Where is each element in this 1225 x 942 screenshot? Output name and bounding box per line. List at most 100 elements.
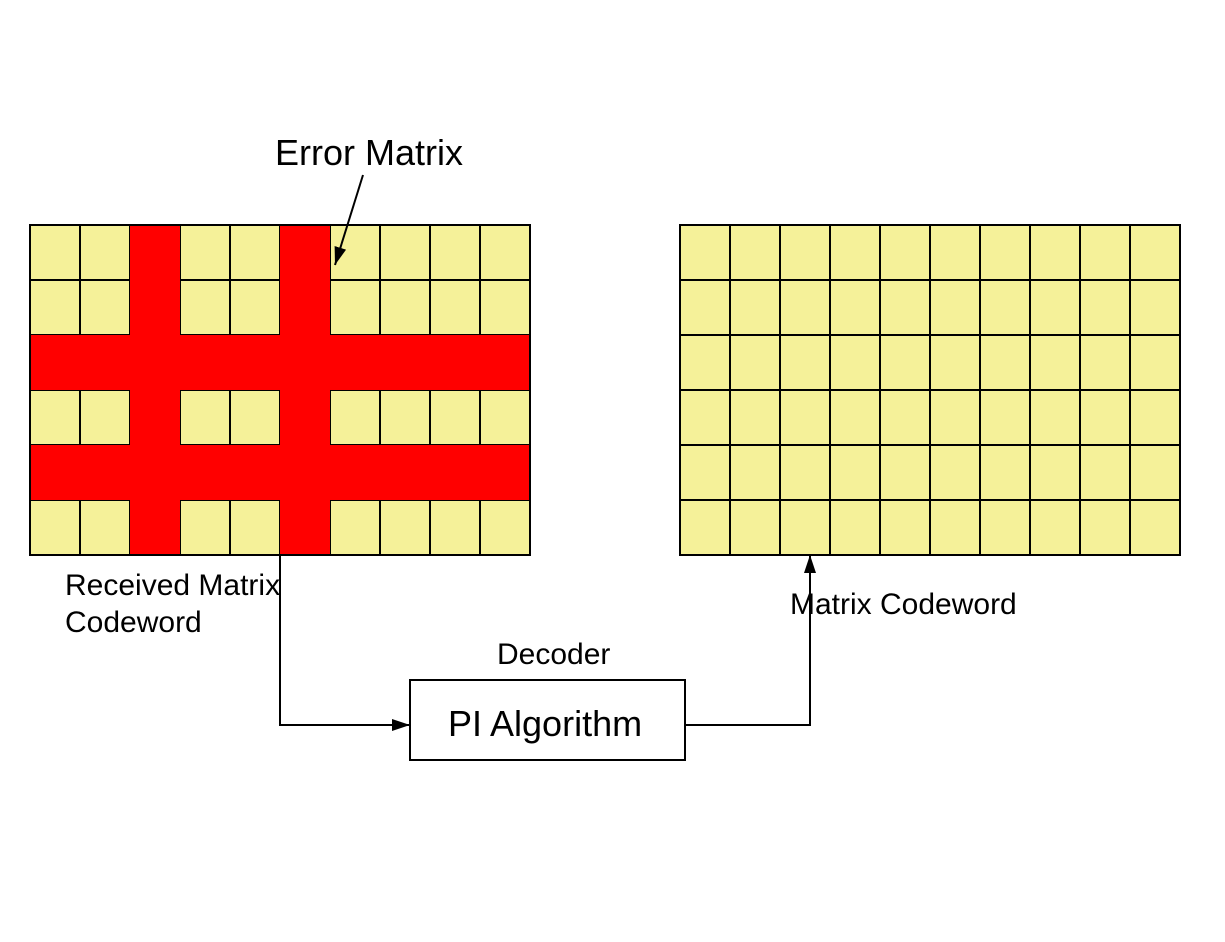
- grid-cell: [980, 225, 1030, 280]
- grid-cell: [880, 280, 930, 335]
- grid-cell: [680, 225, 730, 280]
- grid-cell: [730, 335, 780, 390]
- grid-cell: [780, 390, 830, 445]
- grid-cell: [930, 280, 980, 335]
- grid-cell: [230, 500, 280, 555]
- grid-cell: [480, 280, 530, 335]
- grid-cell: [180, 390, 230, 445]
- received-matrix-grid: [30, 225, 530, 555]
- grid-cell: [780, 500, 830, 555]
- label-received-matrix: Received Matrix: [65, 569, 280, 602]
- grid-cell: [680, 500, 730, 555]
- grid-cell: [780, 280, 830, 335]
- grid-cell: [830, 335, 880, 390]
- grid-cell: [180, 280, 230, 335]
- grid-cell: [880, 500, 930, 555]
- label-matrix-codeword: Matrix Codeword: [790, 588, 1017, 621]
- error-row: [30, 335, 530, 390]
- grid-cell: [30, 280, 80, 335]
- grid-cell: [80, 390, 130, 445]
- grid-cell: [1130, 225, 1180, 280]
- grid-cell: [980, 280, 1030, 335]
- grid-cell: [330, 225, 380, 280]
- grid-cell: [1080, 445, 1130, 500]
- grid-cell: [1080, 280, 1130, 335]
- grid-cell: [430, 280, 480, 335]
- grid-cell: [480, 500, 530, 555]
- grid-cell: [1030, 335, 1080, 390]
- grid-cell: [980, 390, 1030, 445]
- grid-cell: [80, 225, 130, 280]
- grid-cell: [680, 280, 730, 335]
- grid-cell: [830, 500, 880, 555]
- error-row: [30, 445, 530, 500]
- grid-cell: [1030, 225, 1080, 280]
- grid-cell: [880, 225, 930, 280]
- arrow-left-to-decoder: [280, 555, 410, 725]
- grid-cell: [980, 335, 1030, 390]
- grid-cell: [1030, 445, 1080, 500]
- grid-cell: [230, 225, 280, 280]
- grid-cell: [880, 335, 930, 390]
- grid-cell: [30, 390, 80, 445]
- grid-cell: [780, 445, 830, 500]
- grid-cell: [80, 280, 130, 335]
- label-error-matrix: Error Matrix: [275, 132, 463, 173]
- grid-cell: [1080, 500, 1130, 555]
- label-decoder: Decoder: [497, 638, 610, 671]
- grid-cell: [1130, 280, 1180, 335]
- grid-cell: [1130, 445, 1180, 500]
- grid-cell: [380, 280, 430, 335]
- label-pi-algorithm: PI Algorithm: [448, 703, 642, 744]
- grid-cell: [930, 225, 980, 280]
- grid-cell: [830, 225, 880, 280]
- grid-cell: [180, 500, 230, 555]
- grid-cell: [680, 390, 730, 445]
- grid-cell: [930, 335, 980, 390]
- grid-cell: [380, 225, 430, 280]
- grid-cell: [1080, 225, 1130, 280]
- grid-cell: [430, 500, 480, 555]
- grid-cell: [730, 500, 780, 555]
- grid-cell: [830, 445, 880, 500]
- grid-cell: [380, 390, 430, 445]
- grid-cell: [230, 390, 280, 445]
- grid-cell: [730, 225, 780, 280]
- grid-cell: [80, 500, 130, 555]
- grid-cell: [830, 390, 880, 445]
- label-codeword: Codeword: [65, 606, 202, 639]
- grid-cell: [780, 335, 830, 390]
- grid-cell: [330, 500, 380, 555]
- grid-cell: [1130, 500, 1180, 555]
- grid-cell: [430, 225, 480, 280]
- grid-cell: [330, 390, 380, 445]
- grid-cell: [30, 500, 80, 555]
- grid-cell: [180, 225, 230, 280]
- grid-cell: [730, 280, 780, 335]
- grid-cell: [780, 225, 830, 280]
- grid-cell: [480, 225, 530, 280]
- grid-cell: [380, 500, 430, 555]
- arrow-decoder-to-right: [685, 555, 810, 725]
- grid-cell: [980, 445, 1030, 500]
- grid-cell: [1130, 335, 1180, 390]
- grid-cell: [930, 445, 980, 500]
- grid-cell: [1130, 390, 1180, 445]
- grid-cell: [230, 280, 280, 335]
- grid-cell: [1030, 280, 1080, 335]
- grid-cell: [430, 390, 480, 445]
- grid-cell: [1030, 500, 1080, 555]
- grid-cell: [30, 225, 80, 280]
- grid-cell: [1030, 390, 1080, 445]
- grid-cell: [880, 445, 930, 500]
- grid-cell: [480, 390, 530, 445]
- grid-cell: [680, 445, 730, 500]
- grid-cell: [830, 280, 880, 335]
- grid-cell: [980, 500, 1030, 555]
- codeword-matrix-grid: [680, 225, 1180, 555]
- grid-cell: [1080, 335, 1130, 390]
- grid-cell: [930, 390, 980, 445]
- grid-cell: [1080, 390, 1130, 445]
- grid-cell: [730, 390, 780, 445]
- grid-cell: [880, 390, 930, 445]
